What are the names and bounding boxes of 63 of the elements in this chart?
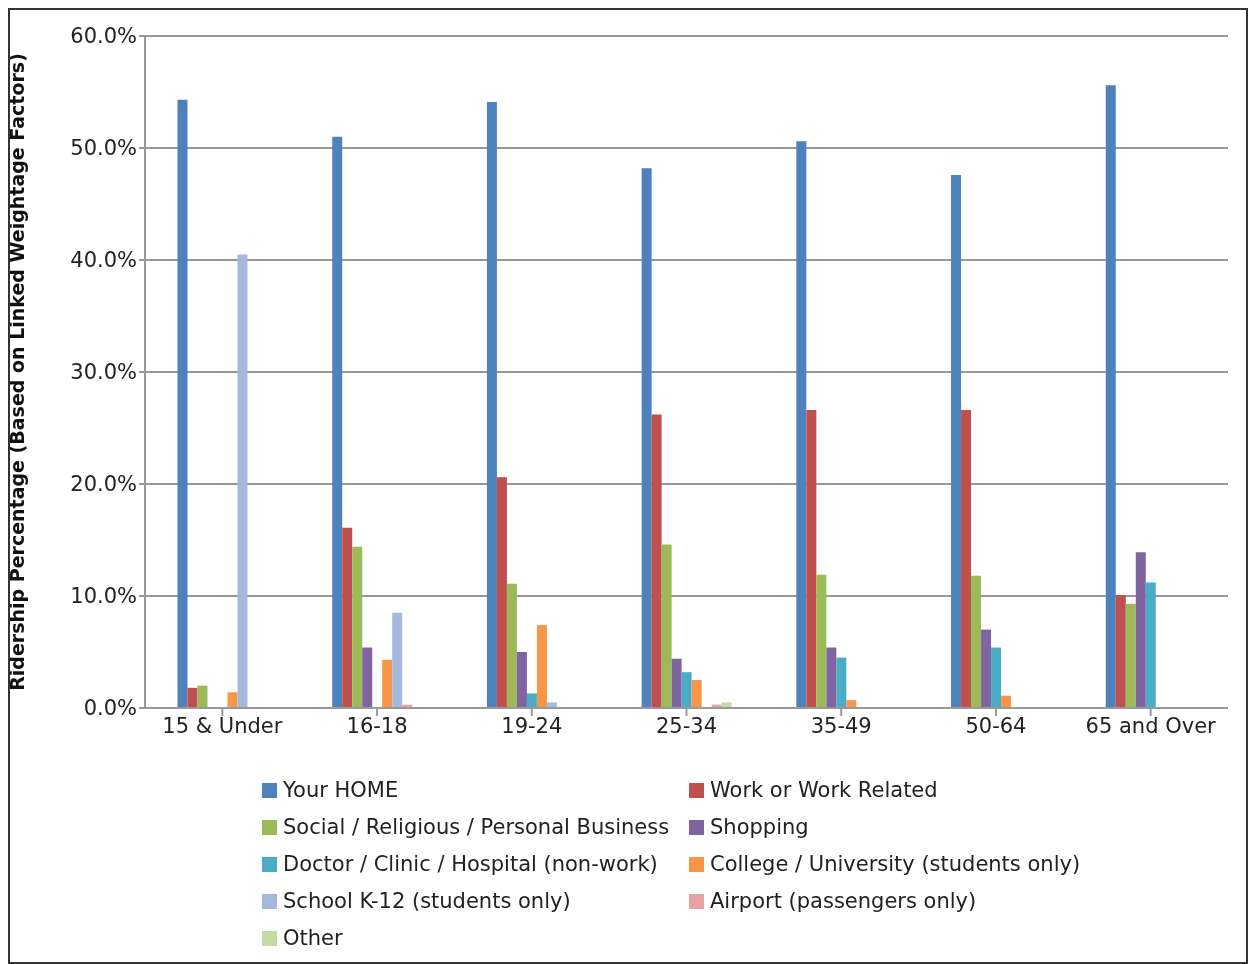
- y-axis-title: Ridership Percentage (Based on Linked Weightage Factors): [5, 53, 28, 691]
- legend-label: School K-12 (students only): [283, 889, 571, 913]
- bar: [846, 700, 857, 708]
- bar: [981, 629, 992, 708]
- bar: [342, 527, 353, 708]
- bar: [197, 685, 208, 708]
- bar: [681, 672, 692, 708]
- bar: [991, 647, 1002, 708]
- bar: [352, 546, 363, 708]
- legend-label: Doctor / Clinic / Hospital (non-work): [283, 852, 658, 876]
- y-tick-label: 10.0%: [70, 584, 137, 609]
- x-tick-label: 50-64: [965, 713, 1027, 738]
- legend-label: College / University (students only): [710, 852, 1081, 876]
- y-tick-label: 30.0%: [70, 360, 137, 385]
- bar: [806, 410, 817, 708]
- legend-label: Other: [283, 926, 343, 950]
- legend-label: Airport (passengers only): [710, 889, 977, 913]
- bar: [392, 612, 403, 708]
- x-tick-label: 16-18: [346, 713, 408, 738]
- bar: [1135, 552, 1146, 708]
- bar: [177, 99, 188, 708]
- legend-label: Work or Work Related: [710, 778, 938, 802]
- bar: [237, 254, 248, 708]
- bar: [506, 583, 517, 708]
- bar: [1125, 603, 1136, 708]
- bar: [1145, 582, 1156, 708]
- bar: [332, 136, 343, 708]
- bar: [496, 477, 507, 708]
- bar: [961, 410, 972, 708]
- bar: [691, 680, 702, 708]
- x-tick-label: 15 & Under: [162, 713, 283, 738]
- bar: [661, 544, 672, 708]
- y-tick-label: 60.0%: [70, 24, 137, 49]
- bar: [362, 647, 373, 708]
- bar: [1105, 85, 1116, 708]
- y-tick-label: 50.0%: [70, 136, 137, 161]
- y-tick-label: 0.0%: [83, 696, 137, 721]
- bar: [187, 687, 198, 708]
- legend-label: Shopping: [710, 815, 809, 839]
- bar: [526, 693, 537, 708]
- legend-label: Your HOME: [283, 778, 399, 802]
- bar: [382, 659, 393, 708]
- bar: [796, 141, 807, 708]
- bar: [651, 414, 662, 708]
- bar: [536, 625, 547, 708]
- x-tick-label: 25-34: [655, 713, 718, 738]
- x-tick-label: 19-24: [501, 713, 563, 738]
- x-tick-label: 65 and Over: [1085, 713, 1217, 738]
- bar: [486, 102, 497, 708]
- legend-label: Social / Religious / Personal Business: [283, 815, 670, 839]
- y-tick-label: 40.0%: [70, 248, 137, 273]
- bar: [836, 657, 847, 708]
- bar: [641, 168, 652, 708]
- bar: [971, 575, 982, 708]
- bar: [951, 174, 962, 708]
- bar: [816, 574, 827, 708]
- bar: [671, 658, 682, 708]
- bar: [826, 647, 837, 708]
- x-tick-label: 35-49: [810, 713, 872, 738]
- bar: [227, 692, 238, 708]
- bar: [516, 652, 527, 708]
- bar: [1115, 594, 1126, 708]
- y-tick-label: 20.0%: [70, 472, 137, 497]
